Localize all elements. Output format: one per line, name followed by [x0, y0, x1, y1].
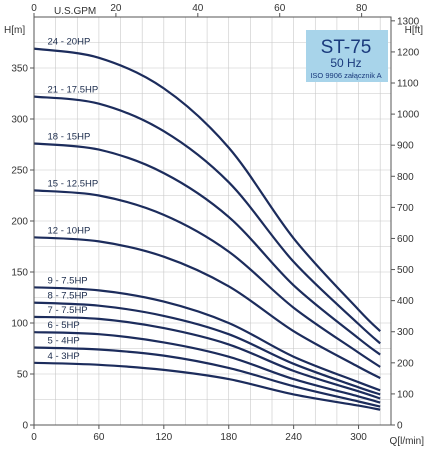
performance-curve: [33, 236, 381, 380]
x-tick-label: 300: [350, 432, 367, 443]
curve-label: 12 - 10HP: [48, 225, 91, 236]
curve-label: 24 - 20HP: [48, 37, 91, 48]
right-axis-label: H[ft]: [405, 25, 424, 36]
chart-note: ISO 9906 załącznik A: [310, 71, 381, 80]
curve-label: 7 - 7.5HP: [48, 305, 88, 316]
top-tick-label: 20: [110, 3, 122, 14]
x-tick-label: 240: [285, 432, 302, 443]
performance-curve: [33, 286, 381, 392]
curve-label: 9 - 7.5HP: [48, 275, 88, 286]
y-tick-label: 100: [11, 319, 28, 330]
y-tick-label: 50: [17, 370, 29, 381]
y-tick-label: 0: [22, 421, 28, 432]
right-tick-label: 700: [397, 203, 414, 214]
right-tick-label: 100: [397, 389, 414, 400]
right-tick-label: 200: [397, 358, 414, 369]
right-tick-label: 500: [397, 265, 414, 276]
curve-label: 18 - 15HP: [48, 131, 91, 142]
performance-curve: [33, 142, 381, 356]
curve-label: 21 - 17.5HP: [48, 85, 99, 96]
right-tick-label: 1300: [397, 16, 420, 27]
right-tick-label: 300: [397, 327, 414, 338]
curve-layer: 24 - 20HP 21 - 17.5HP 18 - 15HP 15 - 12.5HP…: [33, 37, 381, 411]
right-tick-label: 800: [397, 172, 414, 183]
right-tick-label: 1200: [397, 47, 420, 58]
y-tick-label: 350: [11, 64, 28, 75]
y-tick-label: 200: [11, 217, 28, 228]
x-tick-label: 0: [31, 432, 37, 443]
performance-curve: [33, 315, 381, 400]
y-tick-label: 300: [11, 115, 28, 126]
performance-curve: [33, 47, 381, 332]
x-axis-label: Q[l/min]: [390, 436, 425, 447]
right-tick-label: 0: [397, 421, 403, 432]
y-tick-label: 150: [11, 268, 28, 279]
chart-subtitle: 50 Hz: [330, 56, 361, 70]
performance-curve: [33, 189, 381, 368]
performance-curve: [33, 301, 381, 396]
tick-layer: 0 60 120 180 240 300 0 50 100 150 200 250 300 350 0 20 4…: [11, 3, 419, 443]
title-box-background: [306, 30, 388, 82]
top-tick-label: 0: [31, 3, 37, 14]
x-tick-label: 60: [93, 432, 105, 443]
curve-label: 5 - 4HP: [48, 335, 80, 346]
right-tick-label: 400: [397, 296, 414, 307]
chart-title: ST-75: [321, 37, 372, 58]
curve-label: 6 - 5HP: [48, 320, 80, 331]
performance-curve: [33, 95, 381, 345]
curve-label: 15 - 12.5HP: [48, 178, 99, 189]
right-tick-label: 900: [397, 141, 414, 152]
right-tick-label: 1000: [397, 110, 420, 121]
x-tick-label: 180: [220, 432, 237, 443]
top-axis-label: U.S.GPM: [54, 6, 96, 17]
top-tick-label: 80: [356, 3, 368, 14]
title-box: ST-75 50 Hz ISO 9906 załącznik A: [306, 30, 388, 82]
top-tick-label: 60: [274, 3, 286, 14]
top-tick-label: 40: [192, 3, 204, 14]
performance-curve: [33, 346, 381, 408]
y-axis-label: H[m]: [4, 25, 25, 36]
performance-curve: [33, 361, 381, 411]
right-tick-label: 1100: [397, 79, 419, 90]
curve-label: 4 - 3HP: [48, 351, 80, 362]
y-tick-label: 250: [11, 166, 28, 177]
right-tick-label: 600: [397, 234, 414, 245]
x-tick-label: 120: [155, 432, 172, 443]
grid-layer: [34, 17, 391, 425]
performance-curve: [33, 331, 381, 404]
curve-label: 8 - 7.5HP: [48, 291, 88, 302]
